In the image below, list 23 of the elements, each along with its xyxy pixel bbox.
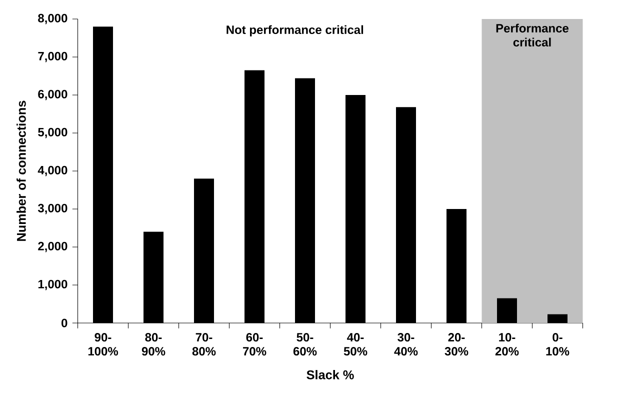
y-axis-title: Number of connections — [16, 100, 26, 241]
y-tick-label: 3,000 — [38, 204, 68, 214]
x-tick-label: 0-10% — [546, 333, 570, 356]
x-tick-label: 80-90% — [142, 333, 166, 356]
y-tick-label: 7,000 — [38, 52, 68, 62]
x-axis-title: Slack % — [306, 370, 354, 380]
y-tick-label: 2,000 — [38, 242, 68, 252]
y-tick-label: 8,000 — [38, 14, 68, 24]
y-tick-label: 6,000 — [38, 90, 68, 100]
x-tick-label: 40-50% — [344, 333, 368, 356]
annotation: Not performance critical — [226, 25, 364, 36]
x-tick-label: 10-20% — [495, 333, 519, 356]
band-label: Performance critical — [496, 24, 569, 47]
y-tick-label: 0 — [62, 318, 68, 328]
x-tick-label: 70-80% — [192, 333, 216, 356]
y-tick-label: 5,000 — [38, 128, 68, 138]
x-tick-label: 60-70% — [243, 333, 266, 356]
x-tick-label: 30-40% — [394, 333, 418, 356]
y-tick-label: 4,000 — [38, 166, 68, 176]
x-tick-label: 50-60% — [293, 333, 317, 356]
x-tick-label: 20-30% — [444, 333, 468, 356]
y-tick-label: 1,000 — [38, 280, 68, 290]
x-tick-label: 90-100% — [88, 333, 118, 356]
